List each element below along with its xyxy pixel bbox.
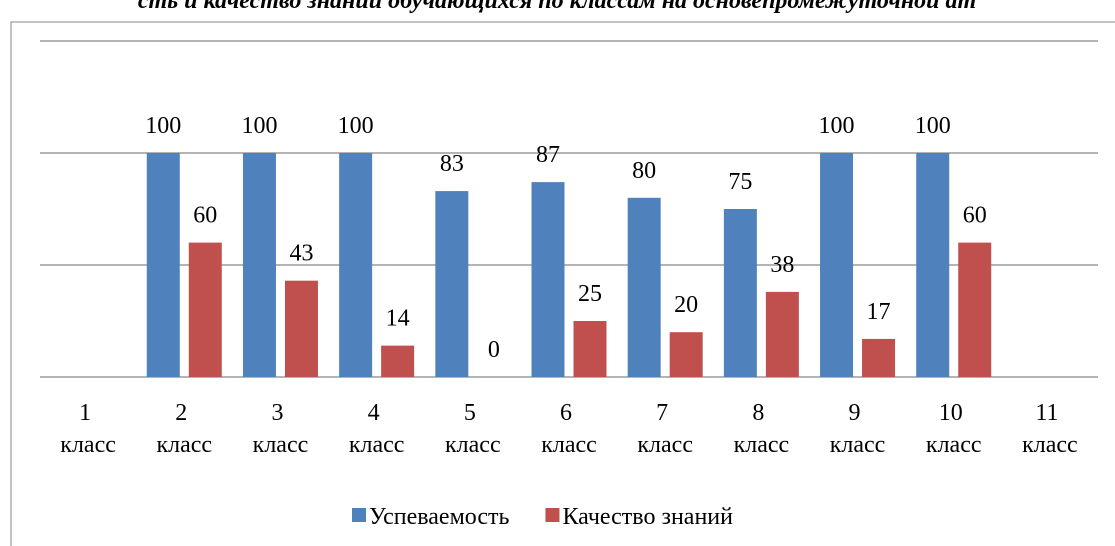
- data-label: 43: [289, 241, 313, 267]
- bar: [435, 191, 469, 377]
- chart-title: сть и качество знаний обучающихся по кла…: [138, 0, 976, 14]
- data-label: 100: [915, 113, 951, 139]
- bar: [339, 153, 373, 377]
- data-label: 100: [338, 113, 374, 139]
- data-label: 17: [867, 299, 891, 325]
- x-tick-label: 10 класс: [926, 400, 982, 458]
- x-tick-label: 5 класс: [445, 400, 501, 458]
- bar: [381, 345, 415, 377]
- bar: [723, 209, 757, 377]
- bar: [242, 153, 276, 377]
- data-label: 80: [632, 158, 656, 184]
- bar: [573, 321, 607, 377]
- x-tick-label: 9 класс: [830, 400, 886, 458]
- bar: [669, 332, 703, 377]
- data-label: 83: [440, 151, 464, 177]
- bar: [820, 153, 854, 377]
- data-label: 25: [578, 281, 602, 307]
- data-label: 60: [963, 203, 987, 229]
- data-label: 38: [770, 252, 794, 278]
- data-label: 20: [674, 292, 698, 318]
- legend-swatch: [352, 508, 366, 522]
- legend-label: Успеваемость: [369, 504, 510, 530]
- bar: [765, 291, 799, 377]
- bar: [916, 153, 950, 377]
- x-tick-label: 4 класс: [349, 400, 405, 458]
- bar: [146, 153, 180, 377]
- bar: [284, 280, 318, 377]
- x-tick-label: 2 класс: [156, 400, 212, 458]
- legend-swatch: [545, 508, 560, 522]
- data-label: 14: [386, 306, 410, 332]
- x-tick-label: 8 класс: [734, 400, 790, 458]
- data-label: 0: [488, 337, 500, 363]
- bar: [862, 338, 896, 377]
- bar: [958, 242, 992, 377]
- legend-label: Качество знаний: [562, 504, 733, 530]
- bar: [531, 182, 565, 377]
- data-label: 100: [819, 113, 855, 139]
- data-label: 100: [241, 113, 277, 139]
- data-label: 87: [536, 142, 560, 168]
- bar: [188, 242, 222, 377]
- x-tick-label: 11 класс: [1022, 400, 1078, 458]
- data-label: 100: [145, 113, 181, 139]
- x-tick-label: 7 класс: [637, 400, 693, 458]
- x-tick-label: 1 класс: [60, 400, 116, 458]
- x-tick-label: 3 класс: [253, 400, 309, 458]
- data-label: 60: [193, 203, 217, 229]
- x-tick-label: 6 класс: [541, 400, 597, 458]
- chart-frame: [10, 21, 1115, 546]
- data-label: 75: [728, 169, 752, 195]
- bar: [627, 197, 661, 377]
